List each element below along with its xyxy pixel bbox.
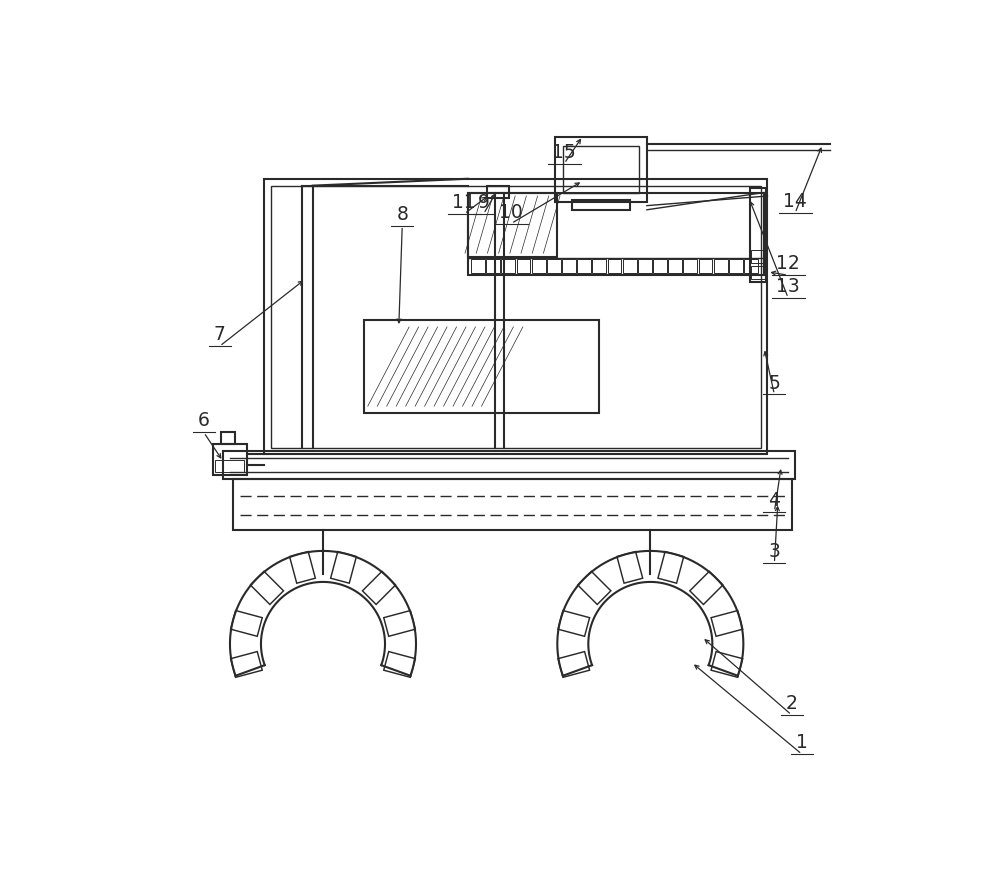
Text: 3: 3 [768, 542, 780, 561]
Text: 11: 11 [452, 193, 476, 212]
Bar [384, 652, 415, 678]
Bar [362, 571, 396, 604]
Text: 15: 15 [552, 142, 576, 162]
Text: 7: 7 [214, 325, 226, 344]
Bar [744, 260, 758, 274]
Bar [683, 260, 697, 274]
Text: 4: 4 [768, 490, 780, 510]
Bar [577, 260, 591, 274]
Bar [231, 652, 262, 678]
Bar [729, 260, 743, 274]
Text: 10: 10 [499, 202, 523, 222]
Bar [563, 147, 639, 194]
Bar [658, 552, 684, 584]
Bar [471, 260, 485, 274]
Bar [711, 611, 743, 637]
Text: 8: 8 [396, 205, 408, 224]
Text: 1: 1 [796, 732, 808, 752]
Bar [750, 189, 766, 283]
Bar [221, 432, 235, 444]
Bar [487, 187, 509, 198]
Bar [215, 460, 244, 473]
Text: 5: 5 [768, 373, 780, 392]
Bar [751, 267, 765, 279]
Bar [608, 260, 621, 274]
Bar [668, 260, 682, 274]
Bar [271, 187, 761, 448]
Bar [638, 260, 652, 274]
Bar [384, 611, 415, 637]
Bar [517, 260, 530, 274]
Bar [233, 479, 792, 531]
Bar [578, 571, 611, 604]
Bar [751, 251, 765, 264]
Bar [572, 201, 630, 211]
Bar [555, 139, 647, 202]
Text: 6: 6 [198, 411, 210, 430]
Bar [223, 451, 795, 479]
Bar [468, 193, 764, 276]
Bar [290, 552, 315, 584]
Bar [547, 260, 561, 274]
Text: 14: 14 [783, 192, 807, 211]
Bar [699, 260, 712, 274]
Bar [562, 260, 576, 274]
Bar [714, 260, 728, 274]
Bar [711, 652, 743, 678]
Bar [653, 260, 667, 274]
Bar [558, 611, 590, 637]
Text: 9: 9 [478, 193, 489, 212]
Bar [690, 571, 723, 604]
Bar [231, 611, 262, 637]
Bar [623, 260, 637, 274]
Bar [364, 321, 599, 414]
Text: 12: 12 [776, 254, 800, 273]
Bar [486, 260, 500, 274]
Bar [501, 260, 515, 274]
Bar [468, 193, 557, 257]
Text: 2: 2 [786, 693, 798, 713]
Bar [532, 260, 546, 274]
Bar [213, 444, 247, 476]
Bar [558, 652, 590, 678]
Text: 13: 13 [776, 277, 800, 296]
Bar [331, 552, 356, 584]
Bar [264, 180, 767, 455]
Bar [592, 260, 606, 274]
Bar [617, 552, 643, 584]
Bar [250, 571, 284, 604]
